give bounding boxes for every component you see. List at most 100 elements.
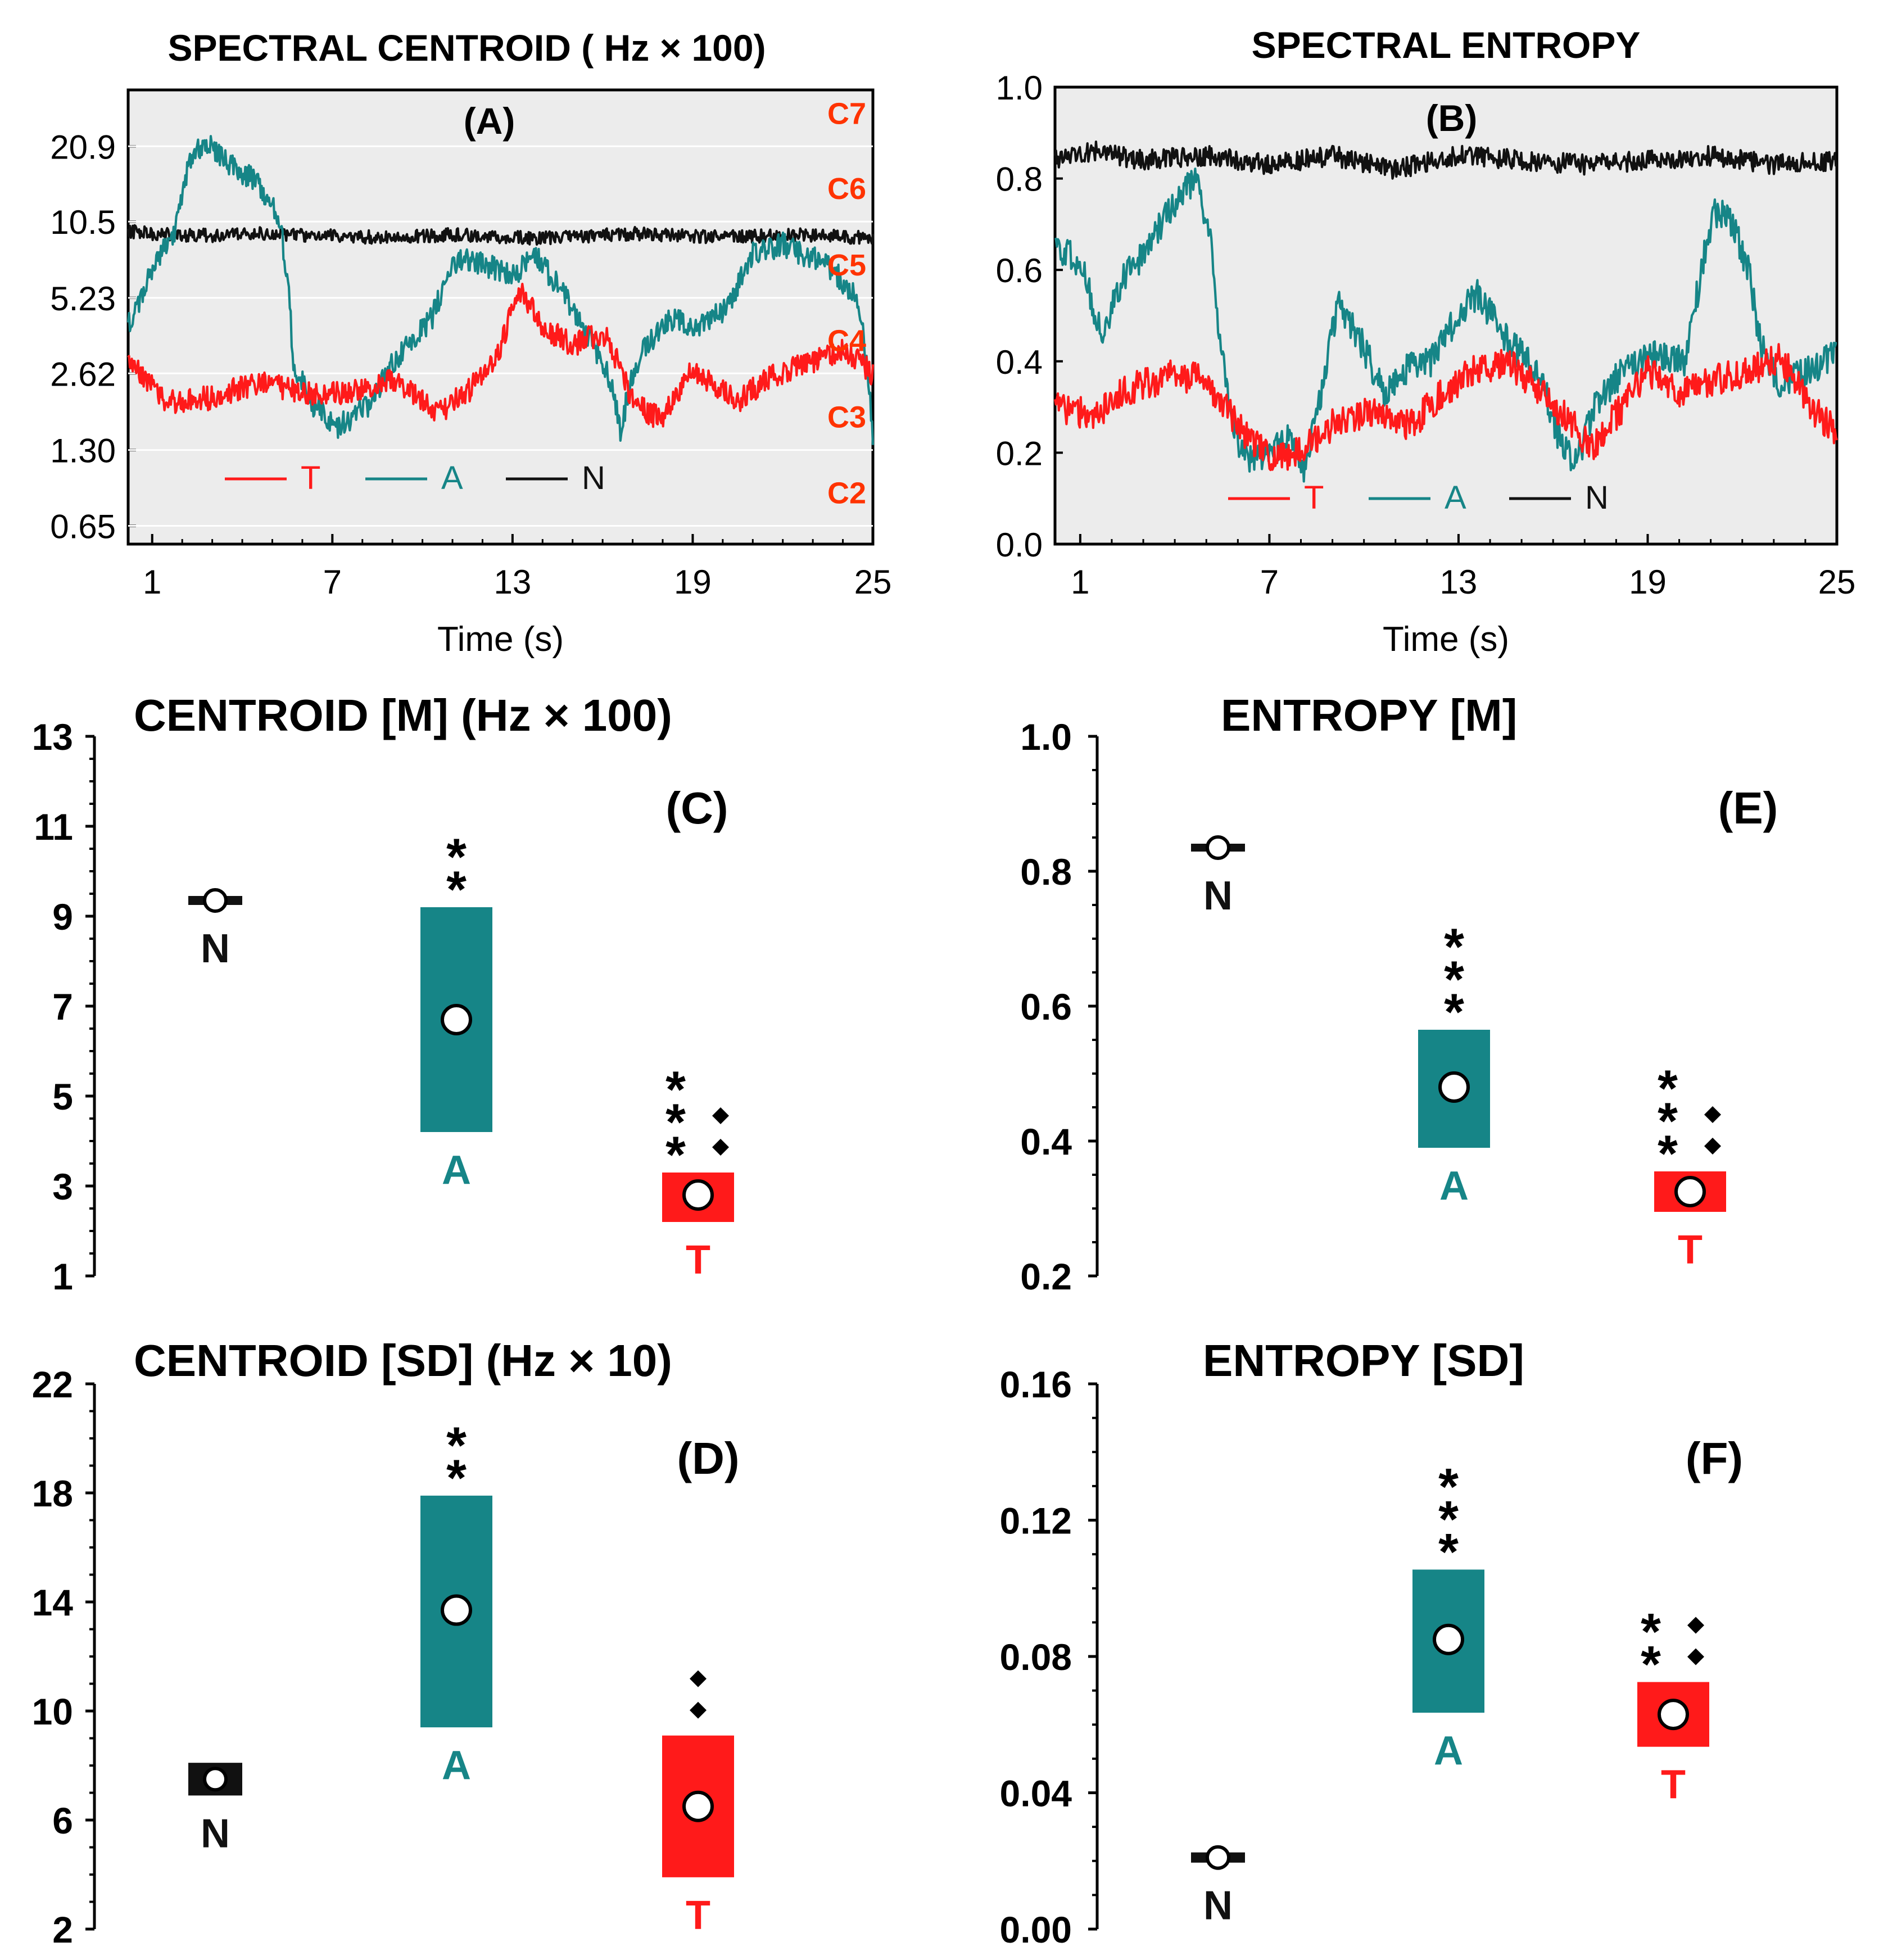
group-label-T: T — [686, 1238, 710, 1283]
note-label: C4 — [827, 324, 866, 357]
y-tick-label: 0.8 — [1020, 851, 1072, 893]
x-tick-label: 7 — [1260, 563, 1279, 601]
diamond-marker — [1687, 1648, 1704, 1665]
significance-star: * — [665, 1126, 686, 1184]
mean-marker-A — [441, 1594, 472, 1626]
y-tick-label: 0.0 — [996, 526, 1043, 564]
panel-B: SPECTRAL ENTROPY (B) 1.0 0.8 0.6 0.4 0.2 0.0 1 7 1… — [996, 24, 1856, 659]
y-tick-label: 2 — [52, 1909, 73, 1950]
group-label-N: N — [201, 1811, 230, 1856]
y-tick-label: 7 — [52, 986, 73, 1027]
y-tick-label: 0.4 — [1020, 1121, 1072, 1162]
significance-star: * — [1444, 951, 1464, 1008]
panel-A: SPECTRAL CENTROID ( Hz × 100) (A) 20.9 10.5… — [50, 27, 891, 659]
significance-star: * — [446, 1450, 467, 1507]
mean-marker-N — [203, 1767, 228, 1792]
diamond-marker — [690, 1701, 707, 1719]
group-label-A: A — [442, 1148, 471, 1193]
series-line-N — [1053, 141, 1837, 180]
series-line-A — [1054, 168, 1837, 483]
y-tick-label: 0.4 — [996, 343, 1043, 381]
y-tick-label: 0.08 — [1000, 1636, 1072, 1678]
y-tick-label: 14 — [32, 1582, 74, 1623]
series-line-A — [126, 135, 875, 445]
significance-star: * — [1444, 984, 1464, 1041]
x-tick-label: 1 — [143, 563, 161, 601]
group-label-A: A — [442, 1743, 471, 1788]
y-tick-label: 9 — [52, 896, 73, 938]
diamond-marker — [1687, 1617, 1704, 1634]
x-axis-label: Time (s) — [437, 620, 564, 659]
x-tick-label: 25 — [854, 563, 892, 601]
legend-label-A: A — [441, 460, 463, 496]
panel-label: (D) — [677, 1433, 739, 1483]
y-tick-label: 2.62 — [50, 355, 116, 393]
mean-marker-N — [1206, 1845, 1230, 1870]
y-tick-label: 0.00 — [1000, 1909, 1072, 1950]
significance-star: * — [1438, 1491, 1459, 1548]
significance-star: * — [446, 861, 467, 918]
note-label: C5 — [827, 248, 866, 282]
note-label: C2 — [827, 476, 866, 510]
chart-title: SPECTRAL ENTROPY — [1252, 24, 1641, 66]
diamond-marker — [712, 1139, 729, 1156]
significance-star: * — [1438, 1523, 1459, 1581]
note-label: C3 — [827, 401, 866, 434]
y-tick-label: 1 — [52, 1256, 73, 1297]
panel-label: (B) — [1426, 97, 1478, 139]
x-tick-label: 7 — [323, 563, 342, 601]
x-tick-label: 19 — [1629, 563, 1667, 601]
note-label: C6 — [827, 172, 866, 206]
panel-label: (F) — [1686, 1433, 1743, 1483]
diamond-marker — [1704, 1106, 1721, 1123]
mean-marker-T — [1674, 1176, 1706, 1207]
mean-marker-N — [203, 888, 228, 913]
y-tick-label: 13 — [32, 716, 73, 758]
mean-marker-A — [1433, 1623, 1464, 1655]
y-tick-label: 3 — [52, 1166, 73, 1207]
x-axis-label: Time (s) — [1383, 620, 1509, 659]
series-line-N — [126, 224, 875, 246]
panel-label: (A) — [464, 100, 515, 142]
group-label-A: A — [1439, 1164, 1469, 1208]
series-line-T — [1053, 343, 1838, 472]
y-tick-label: 0.6 — [996, 252, 1043, 289]
significance-star: * — [665, 1061, 686, 1119]
diamond-marker — [690, 1670, 707, 1687]
x-tick-label: 19 — [674, 563, 712, 601]
y-tick-label: 6 — [52, 1800, 73, 1841]
chart-title: SPECTRAL CENTROID ( Hz × 100) — [167, 27, 766, 69]
legend-label-A: A — [1445, 479, 1466, 516]
plot-area — [126, 88, 875, 546]
y-tick-label: 0.65 — [50, 508, 116, 545]
y-tick-label: 0.2 — [1020, 1256, 1072, 1297]
x-tick-label: 1 — [1071, 563, 1089, 601]
significance-star: * — [446, 1417, 467, 1474]
y-tick-label: 0.2 — [996, 434, 1043, 472]
mean-marker-T — [1658, 1699, 1689, 1731]
y-tick-label: 18 — [32, 1473, 73, 1514]
y-tick-label: 0.12 — [1000, 1500, 1072, 1542]
mean-marker-N — [1206, 835, 1230, 860]
significance-star: * — [1444, 918, 1464, 976]
mean-marker-A — [1438, 1071, 1470, 1103]
group-label-N: N — [201, 926, 230, 971]
mean-marker-A — [441, 1004, 472, 1035]
y-tick-label: 20.9 — [50, 128, 116, 166]
note-label: C7 — [827, 97, 866, 130]
significance-star: * — [665, 1094, 686, 1151]
series-line-T — [127, 283, 875, 428]
mean-marker-T — [682, 1790, 714, 1822]
y-tick-label: 1.0 — [996, 69, 1043, 107]
x-tick-label: 13 — [493, 563, 531, 601]
group-label-T: T — [686, 1893, 710, 1938]
y-tick-label: 11 — [34, 806, 73, 848]
chart-title: ENTROPY [M] — [1221, 690, 1517, 740]
y-tick-label: 10 — [32, 1691, 73, 1732]
y-tick-label: 0.6 — [1020, 986, 1072, 1027]
panel-D: 22 18 14 10 6 2 CENTROID [SD] (Hz × 10)(D) N A **… — [32, 1336, 740, 1950]
significance-star: * — [1641, 1636, 1661, 1693]
y-tick-label: 1.30 — [50, 432, 116, 470]
